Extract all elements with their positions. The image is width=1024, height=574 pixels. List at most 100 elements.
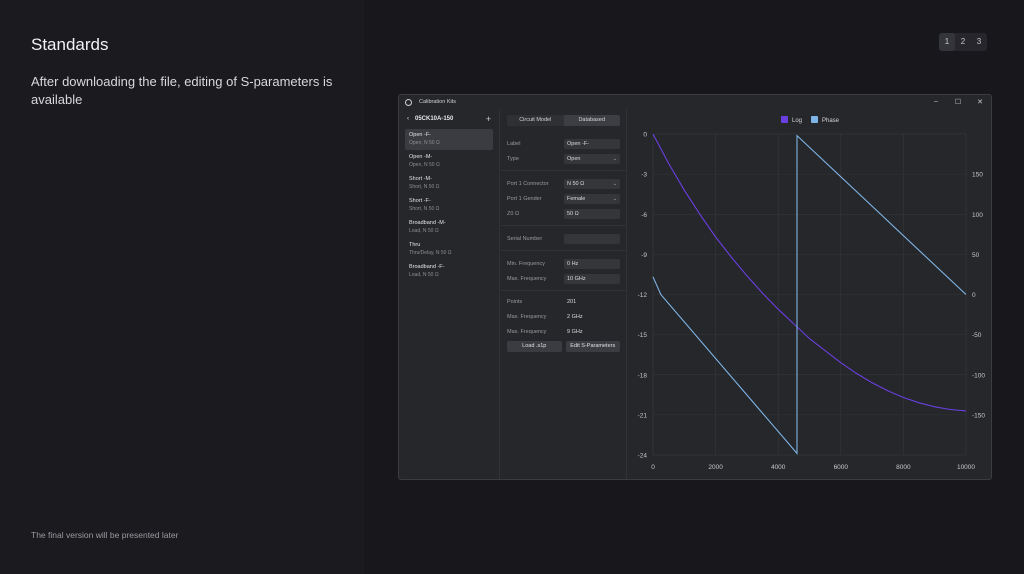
file-max-frequency-label: Max. Frequency	[507, 313, 547, 320]
close-icon[interactable]: ✕	[977, 99, 983, 106]
serial-input[interactable]	[564, 233, 620, 244]
standard-subtitle: Open, N 50 Ω	[409, 162, 440, 168]
edit-s-parameters-button[interactable]: Edit S-Parameters	[565, 341, 620, 352]
standard-item-open-m[interactable]: Open -M- Open, N 50 Ω	[405, 151, 493, 172]
standard-item-broadband-f[interactable]: Broadband -F- Load, N 50 Ω	[405, 261, 493, 282]
label-label: Label	[507, 140, 521, 147]
file-info-group: Points 201 Max. Frequency 2 GHz Max. Fre…	[501, 294, 626, 354]
page-2-button[interactable]: 2	[960, 37, 966, 46]
y-right-tick-label: 100	[972, 212, 983, 219]
standard-subtitle: Thru/Delay, N 50 Ω	[409, 250, 452, 256]
standard-name: Open -M-	[409, 154, 433, 160]
calibration-kits-window: Calibration Kits – ☐ ✕ ‹ 05CK10A-150 + O…	[398, 94, 992, 480]
y-right-tick-label: -100	[972, 372, 985, 379]
standard-item-short-f[interactable]: Short -F- Short, N 50 Ω	[405, 195, 493, 216]
min-frequency-row: Min. Frequency 0 Hz	[501, 256, 626, 271]
model-tabs: Circuit Model Databased	[507, 115, 620, 126]
points-value: 201	[567, 298, 577, 305]
y-right-tick-label: 150	[972, 172, 983, 179]
type-select[interactable]: Open ⌄	[564, 153, 620, 164]
standard-item-open-f[interactable]: Open -F- Open, N 50 Ω	[405, 129, 493, 150]
standard-item-short-m[interactable]: Short -M- Short, N 50 Ω	[405, 173, 493, 194]
standard-item-broadband-m[interactable]: Broadband -M- Load, N 50 Ω	[405, 217, 493, 238]
y-right-tick-label: -150	[972, 412, 985, 419]
y-left-tick-label: -21	[638, 412, 648, 419]
type-row: Type Open ⌄	[501, 151, 626, 166]
legend-swatch-phase	[811, 116, 818, 123]
points-row: Points 201	[501, 294, 626, 309]
y-left-tick-label: -9	[641, 252, 647, 259]
standard-subtitle: Short, N 50 Ω	[409, 184, 440, 190]
port1-gender-row: Port 1 Gender Female ⌄	[501, 191, 626, 206]
standard-name: Short -M-	[409, 176, 432, 182]
maximize-icon[interactable]: ☐	[954, 99, 962, 106]
file-actions: Load .s1p Edit S-Parameters	[501, 339, 626, 354]
load-s1p-button[interactable]: Load .s1p	[507, 341, 562, 352]
x-tick-label: 2000	[708, 464, 723, 471]
legend-label-log: Log	[792, 118, 802, 124]
standard-name: Broadband -F-	[409, 264, 445, 270]
port1-connector-value: N 50 Ω	[567, 180, 585, 187]
back-chevron-icon[interactable]: ‹	[407, 116, 409, 122]
file-max-frequency-label-2: Max. Frequency	[507, 328, 547, 335]
page-3-button[interactable]: 3	[976, 37, 982, 46]
min-frequency-input[interactable]: 0 Hz	[564, 258, 620, 269]
x-tick-label: 10000	[957, 464, 975, 471]
standard-name: Open -F-	[409, 132, 432, 138]
window-titlebar: Calibration Kits – ☐ ✕	[399, 95, 991, 109]
points-label: Points	[507, 298, 523, 305]
frequency-group: Min. Frequency 0 Hz Max. Frequency 10 GH…	[501, 254, 626, 291]
y-left-tick-label: -24	[638, 453, 648, 460]
y-right-tick-label: 0	[972, 292, 976, 299]
port1-connector-select[interactable]: N 50 Ω ⌄	[564, 178, 620, 189]
serial-label: Serial Number	[507, 235, 543, 242]
tab-circuit-model[interactable]: Circuit Model	[519, 117, 552, 123]
standard-name: Broadband -M-	[409, 220, 446, 226]
standard-item-thru[interactable]: Thru Thru/Delay, N 50 Ω	[405, 239, 493, 260]
x-tick-label: 6000	[834, 464, 849, 471]
chevron-down-icon: ⌄	[612, 155, 617, 162]
legend-swatch-log	[781, 116, 788, 123]
serial-group: Serial Number	[501, 229, 626, 251]
y-left-tick-label: -3	[641, 172, 647, 179]
standard-name: Thru	[409, 242, 421, 248]
max-frequency-input[interactable]: 10 GHz	[564, 273, 620, 284]
tab-databased[interactable]: Databased	[563, 115, 620, 126]
chevron-down-icon: ⌄	[612, 180, 617, 187]
z0-input[interactable]: 50 Ω	[564, 208, 620, 219]
port1-gender-label: Port 1 Gender	[507, 195, 542, 202]
y-left-tick-label: -12	[638, 292, 648, 299]
slide-left-panel	[0, 0, 364, 574]
type-value: Open	[567, 155, 581, 162]
window-controls: – ☐ ✕	[925, 98, 991, 106]
kit-header: ‹ 05CK10A-150 +	[399, 109, 499, 129]
type-label: Type	[507, 155, 519, 162]
minimize-icon[interactable]: –	[934, 98, 938, 105]
label-input[interactable]: Open -F-	[564, 138, 620, 149]
y-left-tick-label: -6	[641, 212, 647, 219]
add-standard-icon[interactable]: +	[485, 114, 491, 124]
label-row: Label Open -F-	[501, 136, 626, 151]
window-title: Calibration Kits	[419, 99, 456, 105]
standard-editor-panel: Circuit Model Databased Label Open -F- T…	[501, 109, 627, 479]
legend-label-phase: Phase	[822, 118, 840, 124]
s-parameter-chart-area: 0 2000 4000 6000 8000 10000 0 -3 -6 -9 -12 -15 -18 -2…	[628, 109, 991, 479]
file-max-frequency-value: 2 GHz	[567, 313, 583, 320]
standard-name: Short -F-	[409, 198, 431, 204]
page-1-button[interactable]: 1	[939, 33, 955, 51]
file-max-frequency-row-2: Max. Frequency 9 GHz	[501, 324, 626, 339]
port-group: Port 1 Connector N 50 Ω ⌄ Port 1 Gender F…	[501, 174, 626, 226]
general-group: Label Open -F- Type Open ⌄	[501, 134, 626, 171]
slide-footer: The final version will be presented late…	[31, 530, 179, 540]
port1-gender-select[interactable]: Female ⌄	[564, 193, 620, 204]
y-left-tick-label: -18	[638, 372, 648, 379]
z0-row: Z0 Ω 50 Ω	[501, 206, 626, 221]
x-tick-label: 8000	[896, 464, 911, 471]
z0-label: Z0 Ω	[507, 210, 520, 217]
s-parameter-chart: 0 2000 4000 6000 8000 10000 0 -3 -6 -9 -12 -15 -18 -2…	[638, 116, 985, 471]
serial-row: Serial Number	[501, 231, 626, 246]
file-max-frequency-row: Max. Frequency 2 GHz	[501, 309, 626, 324]
y-left-tick-label: 0	[643, 132, 647, 139]
series-line-phase	[652, 134, 967, 455]
